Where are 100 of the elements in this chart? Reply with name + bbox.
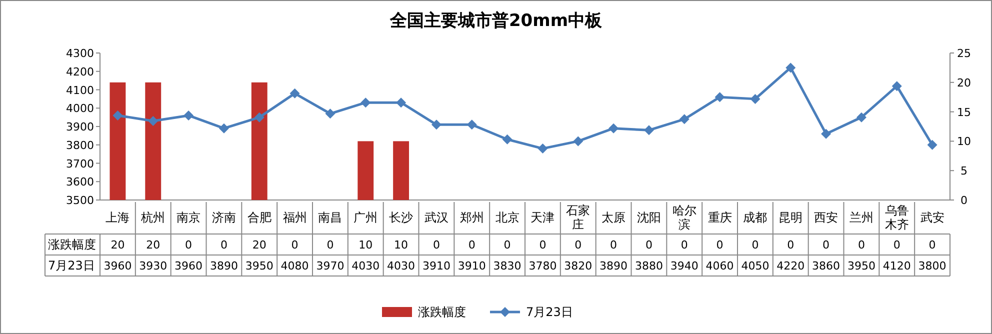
data-label: 3960 xyxy=(174,260,203,272)
data-label: 3910 xyxy=(458,260,486,272)
x-tick-label: 福州 xyxy=(282,210,307,224)
data-label: 4030 xyxy=(352,260,380,272)
x-tick-label: 武汉 xyxy=(424,210,448,224)
y2-tick-label: 10 xyxy=(957,135,971,148)
data-label: 0 xyxy=(468,238,476,252)
point xyxy=(254,112,264,122)
x-tick-label: 南昌 xyxy=(318,210,342,224)
point xyxy=(927,140,938,150)
point xyxy=(714,92,725,102)
data-label: 4030 xyxy=(387,260,416,272)
data-label: 0 xyxy=(645,238,652,252)
point xyxy=(679,114,690,124)
data-label: 4220 xyxy=(776,260,805,272)
data-label: 20 xyxy=(110,238,125,252)
x-tick-label: 武安 xyxy=(920,210,944,224)
x-tick-label: 北京 xyxy=(495,210,520,224)
point xyxy=(502,134,512,144)
x-tick-label: 郑州 xyxy=(460,210,484,224)
x-tick-label: 重庆 xyxy=(708,210,732,224)
point xyxy=(466,120,477,130)
data-label: 4080 xyxy=(280,260,309,272)
point xyxy=(218,123,229,134)
data-label: 4050 xyxy=(741,260,770,272)
data-label: 0 xyxy=(752,238,759,252)
point xyxy=(325,108,336,119)
x-tick-label: 合肥 xyxy=(247,210,272,224)
data-label: 4120 xyxy=(882,260,911,272)
data-label: 0 xyxy=(893,238,900,252)
data-label: 3940 xyxy=(670,260,698,272)
data-label: 0 xyxy=(680,238,688,252)
point xyxy=(431,120,442,130)
x-tick-label: 石家庄 xyxy=(566,204,590,232)
x-tick-label: 兰州 xyxy=(849,210,874,224)
data-label: 0 xyxy=(432,238,440,252)
x-tick-label: 长沙 xyxy=(389,210,414,224)
point xyxy=(112,110,123,120)
data-label: 0 xyxy=(291,238,298,252)
point xyxy=(184,110,194,120)
y2-tick-label: 20 xyxy=(957,76,971,90)
x-tick-label: 南京 xyxy=(176,210,201,224)
data-label: 20 xyxy=(146,238,160,252)
y-tick-label: 3500 xyxy=(66,194,94,207)
chart-title: 全国主要城市普20mm中板 xyxy=(388,10,604,31)
point xyxy=(290,88,300,98)
y2-tick-label: 15 xyxy=(957,106,971,119)
data-label: 3930 xyxy=(139,260,168,272)
data-label: 3880 xyxy=(634,260,663,272)
data-label: 3950 xyxy=(245,260,274,272)
data-label: 0 xyxy=(574,238,582,252)
point xyxy=(360,98,371,108)
data-label: 3890 xyxy=(600,260,628,272)
data-label: 0 xyxy=(326,238,334,252)
y-tick-label: 3600 xyxy=(66,176,94,189)
point xyxy=(892,81,902,92)
point xyxy=(608,123,619,134)
y-tick-label: 3900 xyxy=(66,120,94,134)
point xyxy=(538,144,548,154)
legend-label: 涨跌幅度 xyxy=(418,305,466,319)
data-label: 3910 xyxy=(422,260,450,272)
text: 涨跌幅度 xyxy=(48,238,96,252)
data-label: 0 xyxy=(504,238,511,252)
data-label: 0 xyxy=(220,238,228,252)
x-tick-label: 太原 xyxy=(602,210,626,224)
data-label: 3960 xyxy=(104,260,132,272)
data-label: 0 xyxy=(610,238,618,252)
y-tick-label: 4300 xyxy=(66,47,94,60)
x-tick-label: 上海 xyxy=(106,210,130,224)
data-label: 3950 xyxy=(847,260,876,272)
point xyxy=(750,94,760,104)
x-tick-label: 沈阳 xyxy=(636,210,661,224)
x-tick-label: 哈尔滨 xyxy=(672,204,696,232)
data-label: 3820 xyxy=(564,260,592,272)
data-label: 0 xyxy=(185,238,192,252)
y-tick-label: 3700 xyxy=(66,157,94,170)
data-label: 3780 xyxy=(528,260,557,272)
y2-tick-label: 0 xyxy=(960,194,968,207)
data-label: 10 xyxy=(394,238,408,252)
data-label: 0 xyxy=(539,238,546,252)
y-tick-label: 4100 xyxy=(66,84,94,97)
x-tick-label: 广州 xyxy=(354,210,378,224)
x-tick-label: 天津 xyxy=(530,210,555,224)
y-tick-label: 4000 xyxy=(66,102,94,116)
data-label: 3800 xyxy=(918,260,946,272)
data-label: 3830 xyxy=(493,260,522,272)
data-label: 3890 xyxy=(210,260,238,272)
data-label: 3860 xyxy=(812,260,840,272)
y-tick-label: 4200 xyxy=(66,65,94,78)
data-label: 0 xyxy=(716,238,724,252)
data-label: 20 xyxy=(252,238,266,252)
data-label: 0 xyxy=(928,238,936,252)
x-tick-label: 乌鲁木齐 xyxy=(884,204,909,232)
x-tick-label: 成都 xyxy=(743,210,768,224)
data-label: 10 xyxy=(358,238,373,252)
point xyxy=(573,136,584,146)
point xyxy=(821,128,832,139)
data-label: 0 xyxy=(787,238,794,252)
x-tick-label: 昆明 xyxy=(778,210,803,224)
data-label: 4060 xyxy=(706,260,734,272)
